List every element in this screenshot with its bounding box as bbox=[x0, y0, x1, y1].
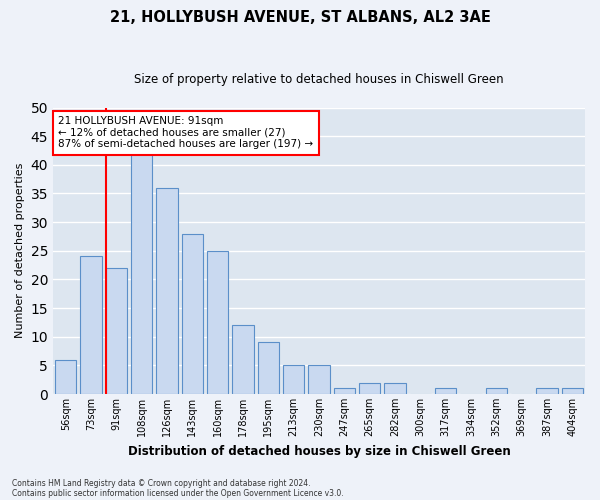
Bar bbox=[485, 388, 507, 394]
Text: 21 HOLLYBUSH AVENUE: 91sqm
← 12% of detached houses are smaller (27)
87% of semi: 21 HOLLYBUSH AVENUE: 91sqm ← 12% of deta… bbox=[58, 116, 313, 150]
Bar bbox=[207, 251, 229, 394]
Bar bbox=[384, 382, 406, 394]
Bar bbox=[80, 256, 102, 394]
Bar bbox=[131, 154, 152, 394]
Bar bbox=[359, 382, 380, 394]
Bar bbox=[562, 388, 583, 394]
Text: Contains public sector information licensed under the Open Government Licence v3: Contains public sector information licen… bbox=[12, 488, 344, 498]
Bar bbox=[435, 388, 457, 394]
X-axis label: Distribution of detached houses by size in Chiswell Green: Distribution of detached houses by size … bbox=[128, 444, 511, 458]
Title: Size of property relative to detached houses in Chiswell Green: Size of property relative to detached ho… bbox=[134, 72, 504, 86]
Text: 21, HOLLYBUSH AVENUE, ST ALBANS, AL2 3AE: 21, HOLLYBUSH AVENUE, ST ALBANS, AL2 3AE bbox=[110, 10, 490, 25]
Bar bbox=[182, 234, 203, 394]
Text: Contains HM Land Registry data © Crown copyright and database right 2024.: Contains HM Land Registry data © Crown c… bbox=[12, 478, 311, 488]
Bar bbox=[232, 326, 254, 394]
Bar bbox=[156, 188, 178, 394]
Bar bbox=[308, 366, 330, 394]
Bar bbox=[55, 360, 76, 394]
Y-axis label: Number of detached properties: Number of detached properties bbox=[15, 163, 25, 338]
Bar bbox=[257, 342, 279, 394]
Bar bbox=[334, 388, 355, 394]
Bar bbox=[536, 388, 558, 394]
Bar bbox=[283, 366, 304, 394]
Bar bbox=[106, 268, 127, 394]
